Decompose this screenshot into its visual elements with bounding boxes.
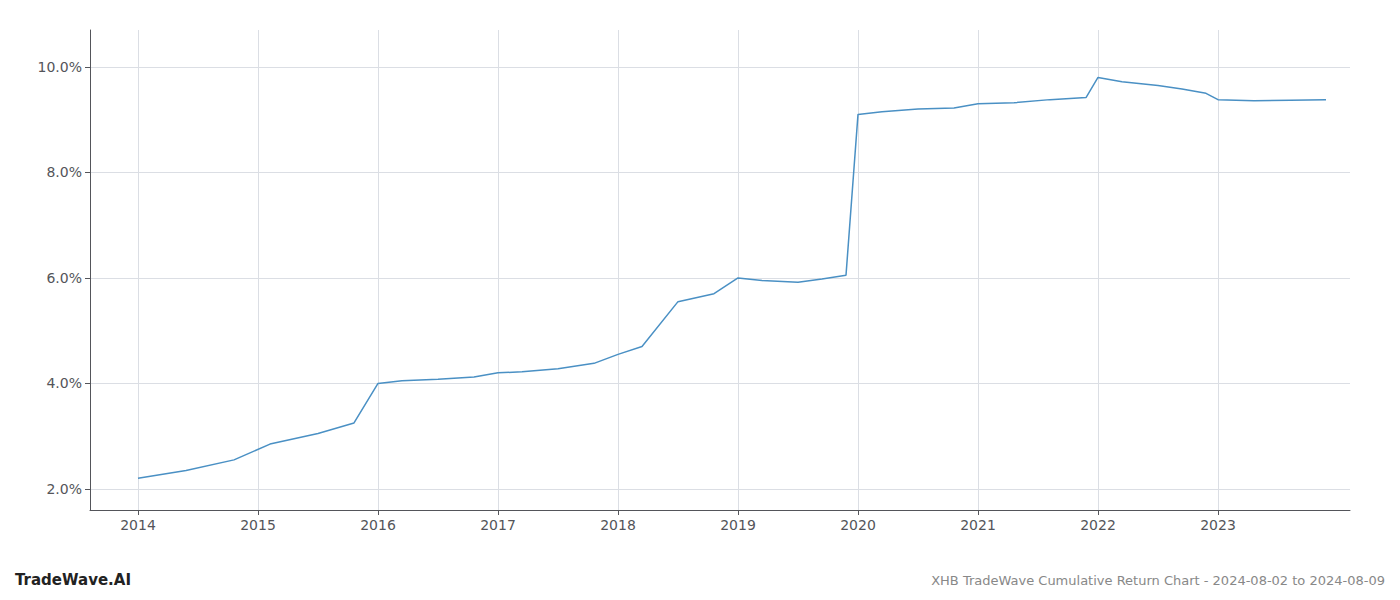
svg-text:2019: 2019 bbox=[720, 517, 756, 533]
svg-text:2014: 2014 bbox=[120, 517, 156, 533]
svg-text:8.0%: 8.0% bbox=[46, 164, 82, 180]
svg-text:6.0%: 6.0% bbox=[46, 270, 82, 286]
svg-text:2021: 2021 bbox=[960, 517, 996, 533]
svg-text:2016: 2016 bbox=[360, 517, 396, 533]
svg-text:2.0%: 2.0% bbox=[46, 481, 82, 497]
svg-text:XHB TradeWave Cumulative Retur: XHB TradeWave Cumulative Return Chart - … bbox=[931, 573, 1385, 588]
svg-text:2020: 2020 bbox=[840, 517, 876, 533]
svg-text:2018: 2018 bbox=[600, 517, 636, 533]
svg-text:TradeWave.AI: TradeWave.AI bbox=[15, 571, 131, 589]
svg-text:2022: 2022 bbox=[1080, 517, 1116, 533]
svg-text:2017: 2017 bbox=[480, 517, 516, 533]
svg-text:2015: 2015 bbox=[240, 517, 276, 533]
svg-text:10.0%: 10.0% bbox=[38, 59, 82, 75]
svg-text:4.0%: 4.0% bbox=[46, 375, 82, 391]
svg-text:2023: 2023 bbox=[1200, 517, 1236, 533]
